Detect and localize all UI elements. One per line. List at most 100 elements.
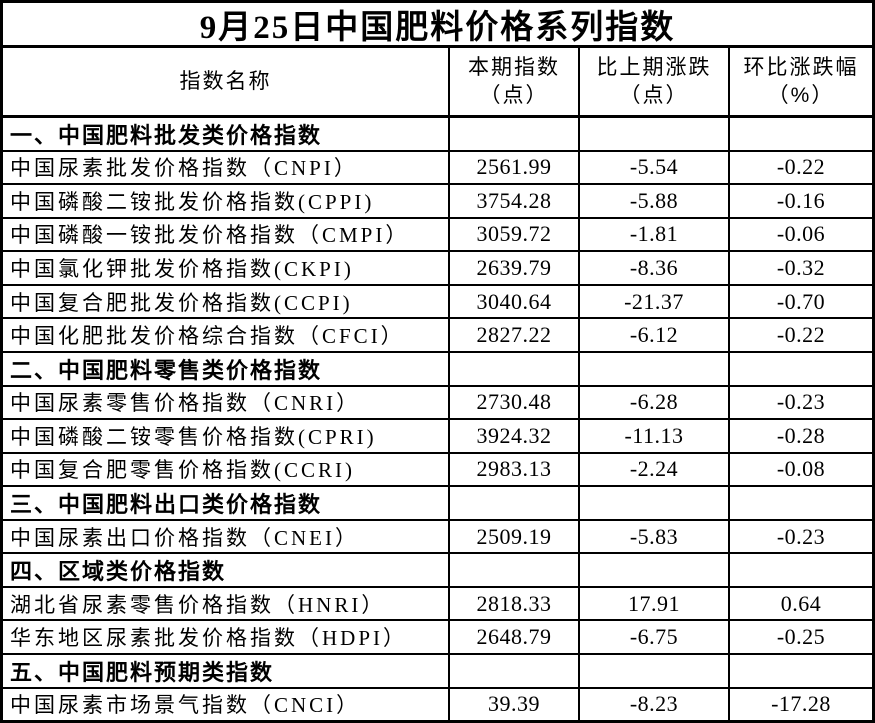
section-row: 一、中国肥料批发类价格指数 <box>3 118 872 152</box>
column-header-current-index: 本期指数 （点） <box>450 48 580 115</box>
table-row: 中国尿素出口价格指数（CNEI） 2509.19 -5.83 -0.23 <box>3 520 872 555</box>
current-index-cell: 3924.32 <box>450 420 580 452</box>
pct-change-cell: -0.25 <box>776 624 826 650</box>
column-header-unit: （点） <box>619 83 689 107</box>
change-vs-prev-cell: -8.23 <box>580 688 730 721</box>
index-name-cell: 中国磷酸二铵零售价格指数(CPRI) <box>3 420 450 452</box>
pct-change-cell: -0.06 <box>776 221 826 247</box>
empty-cell <box>450 554 580 586</box>
index-name-cell: 中国尿素市场景气指数（CNCI） <box>3 688 450 721</box>
empty-cell <box>580 118 730 150</box>
pct-change-cell: -0.16 <box>776 187 826 213</box>
table-row: 中国氯化钾批发价格指数(CKPI) 2639.79 -8.36 -0.32 <box>3 252 872 286</box>
current-index-cell: 3754.28 <box>450 185 580 217</box>
section-row: 四、区域类价格指数 <box>3 554 872 588</box>
change-vs-prev-cell: 17.91 <box>580 587 730 620</box>
column-header-pct-change: 环比涨跌幅 （%） <box>730 48 872 115</box>
index-name-cell: 中国尿素零售价格指数（CNRI） <box>3 386 450 419</box>
current-index-cell: 2639.79 <box>450 252 580 284</box>
pct-change-cell: -0.08 <box>776 456 826 482</box>
section-title-cell: 五、中国肥料预期类指数 <box>3 655 450 687</box>
table-row: 中国化肥批发价格综合指数（CFCI） 2827.22 -6.12 -0.22 <box>3 319 872 353</box>
pct-change-cell: -0.22 <box>776 322 826 348</box>
section-row: 五、中国肥料预期类指数 <box>3 655 872 689</box>
column-header-label: 指数名称 <box>179 69 272 93</box>
empty-cell <box>450 655 580 687</box>
index-name-cell: 中国尿素出口价格指数（CNEI） <box>3 520 450 553</box>
pct-change-cell: -0.23 <box>776 389 826 415</box>
section-title-cell: 二、中国肥料零售类价格指数 <box>3 352 450 385</box>
change-vs-prev-cell: -2.24 <box>580 453 730 486</box>
column-header-label: 本期指数 <box>468 56 560 80</box>
change-vs-prev-cell: -21.37 <box>580 285 730 318</box>
pct-change-cell: -0.70 <box>776 288 826 314</box>
index-name-cell: 中国尿素批发价格指数（CNPI） <box>3 151 450 184</box>
column-header-unit: （点） <box>479 83 549 107</box>
current-index-cell: 2561.99 <box>450 151 580 184</box>
index-name-cell: 中国化肥批发价格综合指数（CFCI） <box>3 319 450 351</box>
table-row: 中国尿素批发价格指数（CNPI） 2561.99 -5.54 -0.22 <box>3 151 872 186</box>
pct-change-cell: -0.28 <box>776 422 826 448</box>
current-index-cell: 2509.19 <box>450 520 580 553</box>
index-name-cell: 中国氯化钾批发价格指数(CKPI) <box>3 252 450 284</box>
empty-cell <box>580 554 730 586</box>
change-vs-prev-cell: -5.54 <box>580 151 730 184</box>
table-row: 中国尿素零售价格指数（CNRI） 2730.48 -6.28 -0.23 <box>3 386 872 421</box>
column-header-index-name: 指数名称 <box>3 48 450 115</box>
empty-cell <box>730 118 872 150</box>
empty-cell <box>580 487 730 519</box>
empty-cell <box>730 487 872 519</box>
empty-cell <box>450 352 580 385</box>
pct-change-cell: -17.28 <box>771 691 831 717</box>
section-row: 三、中国肥料出口类价格指数 <box>3 487 872 521</box>
pct-change-cell: -0.32 <box>776 255 826 281</box>
current-index-cell: 3059.72 <box>450 218 580 251</box>
table-body: 一、中国肥料批发类价格指数 中国尿素批发价格指数（CNPI） 2561.99 -5.5… <box>3 118 872 721</box>
table-row: 中国磷酸二铵零售价格指数(CPRI) 3924.32 -11.13 -0.28 <box>3 420 872 454</box>
current-index-cell: 2827.22 <box>450 319 580 351</box>
index-name-cell: 湖北省尿素零售价格指数（HNRI） <box>3 587 450 620</box>
current-index-cell: 2730.48 <box>450 386 580 419</box>
column-header-change-vs-prev: 比上期涨跌 （点） <box>580 48 730 115</box>
index-name-cell: 中国磷酸二铵批发价格指数(CPPI) <box>3 185 450 217</box>
empty-cell <box>580 352 730 385</box>
pct-change-cell: 0.64 <box>780 590 822 616</box>
empty-cell <box>450 118 580 150</box>
table-row: 中国复合肥零售价格指数(CCRI) 2983.13 -2.24 -0.08 <box>3 453 872 488</box>
change-vs-prev-cell: -6.12 <box>580 319 730 351</box>
table-row: 中国复合肥批发价格指数(CCPI) 3040.64 -21.37 -0.70 <box>3 285 872 320</box>
header-row: 指数名称 本期指数 （点） 比上期涨跌 （点） 环比涨跌幅 （%） <box>3 48 872 118</box>
section-row: 二、中国肥料零售类价格指数 <box>3 352 872 387</box>
index-name-cell: 华东地区尿素批发价格指数（HDPI） <box>3 621 450 653</box>
change-vs-prev-cell: -11.13 <box>580 420 730 452</box>
index-name-cell: 中国复合肥零售价格指数(CCRI) <box>3 453 450 486</box>
title-row: 9月25日中国肥料价格系列指数 <box>3 3 872 48</box>
change-vs-prev-cell: -1.81 <box>580 218 730 251</box>
column-header-label: 环比涨跌幅 <box>743 56 859 80</box>
empty-cell <box>580 655 730 687</box>
current-index-cell: 2818.33 <box>450 587 580 620</box>
table-row: 中国磷酸二铵批发价格指数(CPPI) 3754.28 -5.88 -0.16 <box>3 185 872 219</box>
table-row: 中国磷酸一铵批发价格指数（CMPI） 3059.72 -1.81 -0.06 <box>3 218 872 253</box>
current-index-cell: 2648.79 <box>450 621 580 653</box>
change-vs-prev-cell: -8.36 <box>580 252 730 284</box>
current-index-cell: 2983.13 <box>450 453 580 486</box>
table-row: 湖北省尿素零售价格指数（HNRI） 2818.33 17.91 0.64 <box>3 587 872 622</box>
empty-cell <box>730 554 872 586</box>
column-header-unit: （%） <box>767 83 835 107</box>
change-vs-prev-cell: -5.88 <box>580 185 730 217</box>
table-title: 9月25日中国肥料价格系列指数 <box>199 10 676 46</box>
index-name-cell: 中国复合肥批发价格指数(CCPI) <box>3 285 450 318</box>
empty-cell <box>730 353 872 385</box>
change-vs-prev-cell: -6.28 <box>580 386 730 419</box>
column-header-label: 比上期涨跌 <box>596 56 712 80</box>
index-name-cell: 中国磷酸一铵批发价格指数（CMPI） <box>3 218 450 251</box>
pct-change-cell: -0.22 <box>776 154 826 180</box>
current-index-cell: 39.39 <box>450 688 580 721</box>
empty-cell <box>450 487 580 519</box>
table-row: 华东地区尿素批发价格指数（HDPI） 2648.79 -6.75 -0.25 <box>3 621 872 655</box>
section-title-cell: 三、中国肥料出口类价格指数 <box>3 487 450 519</box>
empty-cell <box>730 655 872 687</box>
section-title-cell: 四、区域类价格指数 <box>3 554 450 586</box>
